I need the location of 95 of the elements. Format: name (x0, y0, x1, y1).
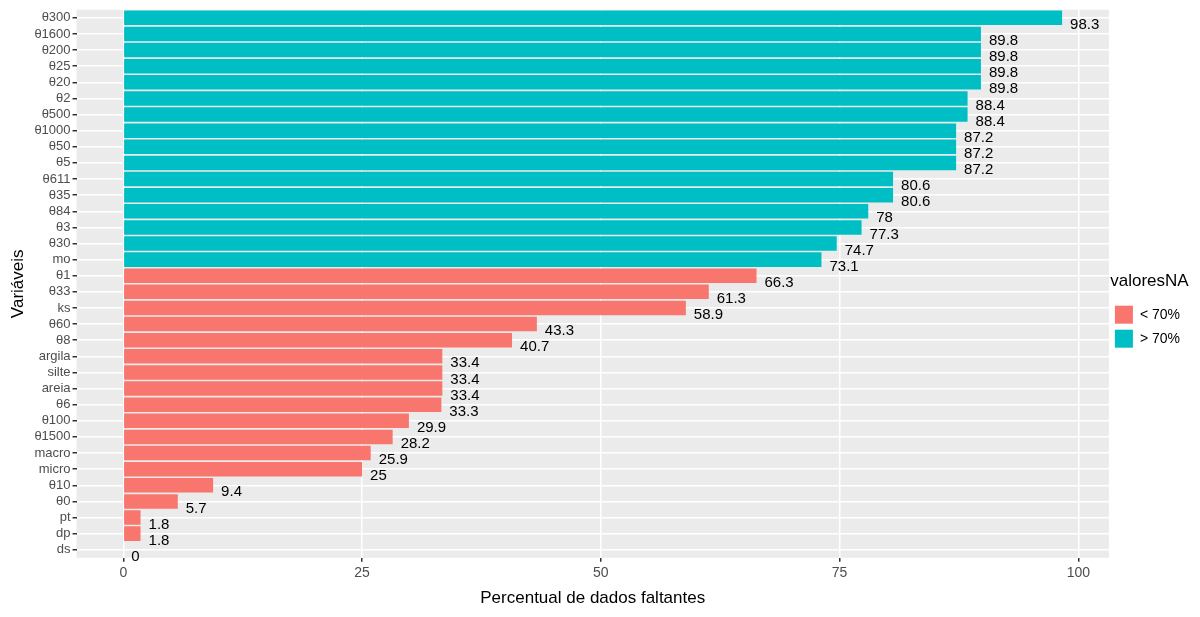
y-tick-label: θ1000 (34, 122, 71, 138)
data-label: 25.9 (378, 450, 408, 468)
data-label: 87.2 (964, 143, 994, 161)
data-label: 89.8 (988, 63, 1019, 81)
y-tick-label: θ500 (41, 106, 71, 122)
legend-title: valoresNA (1110, 271, 1190, 291)
data-label: 80.6 (901, 192, 931, 210)
y-tick-label: θ25 (48, 57, 71, 73)
bar (124, 429, 393, 445)
data-label: 73.1 (829, 256, 859, 274)
data-label: 89.8 (988, 31, 1019, 49)
y-tick-label: θ1500 (34, 428, 71, 444)
y-tick-label: θ300 (41, 9, 71, 25)
data-label: 33.3 (449, 401, 479, 419)
data-label: 66.3 (764, 272, 794, 290)
data-label: 33.4 (450, 385, 480, 403)
x-axis-title: Percentual de dados faltantes (480, 588, 706, 608)
y-tick-label: θ10 (48, 476, 71, 492)
data-label: 1.8 (148, 530, 170, 548)
y-tick-label: θ1 (56, 267, 71, 283)
y-tick-label: ks (57, 299, 72, 315)
data-label: 78 (876, 208, 893, 226)
data-label: 61.3 (716, 289, 746, 306)
data-label: 28.2 (400, 434, 430, 452)
data-label: 88.4 (975, 111, 1005, 129)
bar (124, 316, 537, 332)
legend-label: > 70% (1139, 329, 1181, 346)
y-tick-label: θ5 (56, 154, 71, 170)
bar (124, 461, 363, 477)
data-label: 88.4 (975, 95, 1005, 113)
bar (124, 58, 981, 74)
bar (124, 42, 981, 58)
x-tick-label: 75 (831, 564, 848, 581)
data-label: 29.9 (416, 417, 447, 435)
bar (124, 284, 709, 300)
bar (124, 445, 371, 461)
data-label: 9.4 (221, 482, 242, 500)
data-label: 5.7 (185, 498, 207, 516)
y-tick-label: θ20 (48, 73, 71, 89)
data-label: 98.3 (1070, 15, 1100, 32)
data-label: 80.6 (901, 176, 931, 194)
bar (124, 268, 757, 283)
y-tick-label: θ2 (56, 90, 71, 106)
y-tick-label: θ0 (56, 492, 71, 508)
y-tick-label: θ35 (48, 186, 71, 202)
x-tick-label: 0 (119, 564, 128, 581)
y-tick-label: areia (41, 380, 72, 396)
bar (124, 10, 1063, 26)
y-tick-label: micro (38, 460, 71, 476)
y-tick-label: θ84 (48, 202, 71, 218)
y-tick-label: θ60 (48, 315, 71, 331)
x-tick-label: 25 (354, 564, 371, 581)
y-tick-label: silte (47, 364, 71, 380)
legend-label: < 70% (1139, 305, 1181, 322)
y-tick-label: θ611 (42, 170, 71, 186)
data-label: 87.2 (964, 160, 994, 178)
bar (124, 26, 981, 42)
data-label: 40.7 (520, 337, 550, 355)
y-tick-label: ds (56, 541, 72, 557)
bar (124, 171, 894, 187)
data-label: 33.4 (450, 353, 480, 371)
y-tick-label: pt (59, 509, 71, 525)
bar (124, 300, 686, 316)
y-tick-label: θ8 (56, 331, 71, 347)
data-label: 89.8 (988, 79, 1019, 97)
y-tick-label: macro (34, 444, 71, 460)
bar (124, 413, 409, 429)
bar (124, 155, 957, 171)
y-tick-label: θ50 (48, 138, 71, 154)
y-tick-label: θ3 (56, 218, 71, 234)
y-tick-label: argila (38, 347, 72, 363)
data-label: 74.7 (844, 240, 874, 258)
data-label: 33.4 (450, 369, 480, 387)
y-tick-label: θ33 (48, 283, 71, 299)
data-label: 0 (131, 546, 140, 564)
data-label: 87.2 (964, 127, 994, 145)
y-tick-label: θ200 (41, 41, 71, 57)
data-label: 77.3 (869, 224, 899, 242)
bar (124, 332, 513, 348)
x-tick-label: 100 (1066, 564, 1091, 581)
data-label: 25 (370, 466, 387, 484)
data-label: 58.9 (693, 305, 724, 323)
y-tick-label: dp (56, 525, 71, 541)
y-tick-label: θ1600 (34, 25, 71, 41)
x-tick-label: 50 (593, 564, 609, 581)
y-axis-title: Variáveis (7, 249, 27, 319)
data-label: 1.8 (148, 514, 170, 532)
data-label: 43.3 (544, 321, 575, 339)
y-tick-label: θ30 (48, 235, 71, 251)
y-tick-label: θ6 (56, 396, 71, 412)
y-tick-label: θ100 (41, 412, 71, 428)
data-label: 89.8 (988, 47, 1019, 65)
bar (124, 187, 894, 203)
bar (124, 139, 957, 155)
y-tick-label: mo (52, 251, 71, 267)
